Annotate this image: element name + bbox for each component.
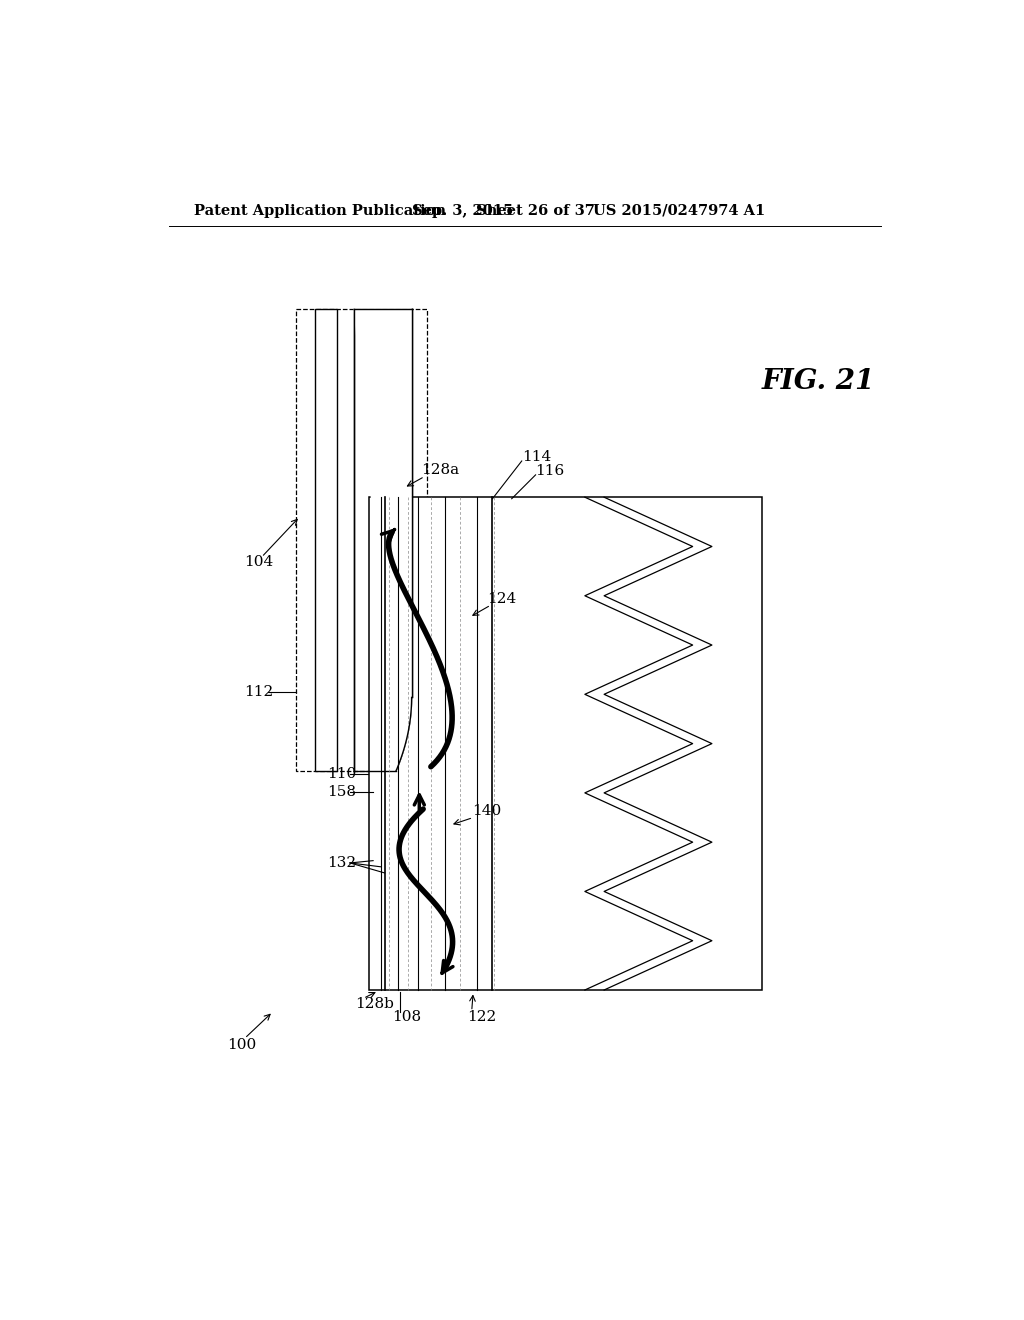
Text: 124: 124 (487, 591, 516, 606)
Text: 114: 114 (521, 450, 551, 465)
Text: 128a: 128a (422, 463, 460, 478)
Text: 140: 140 (472, 804, 501, 818)
Text: 100: 100 (226, 1039, 256, 1052)
Text: Sheet 26 of 37: Sheet 26 of 37 (475, 203, 594, 218)
Text: 128b: 128b (355, 997, 394, 1011)
Text: FIG. 21: FIG. 21 (762, 368, 876, 395)
Text: 132: 132 (327, 855, 356, 870)
Text: 104: 104 (245, 554, 273, 569)
Text: 122: 122 (467, 1010, 497, 1024)
Text: 108: 108 (392, 1010, 422, 1024)
Text: Patent Application Publication: Patent Application Publication (194, 203, 445, 218)
Text: 116: 116 (536, 465, 565, 478)
Text: US 2015/0247974 A1: US 2015/0247974 A1 (593, 203, 765, 218)
Text: 158: 158 (327, 785, 356, 799)
Polygon shape (354, 309, 412, 771)
Bar (315, 309, 337, 771)
Bar (370, 498, 762, 990)
Text: 112: 112 (245, 685, 273, 700)
Text: 110: 110 (327, 767, 356, 781)
Text: Sep. 3, 2015: Sep. 3, 2015 (412, 203, 513, 218)
Bar (296, 309, 427, 771)
